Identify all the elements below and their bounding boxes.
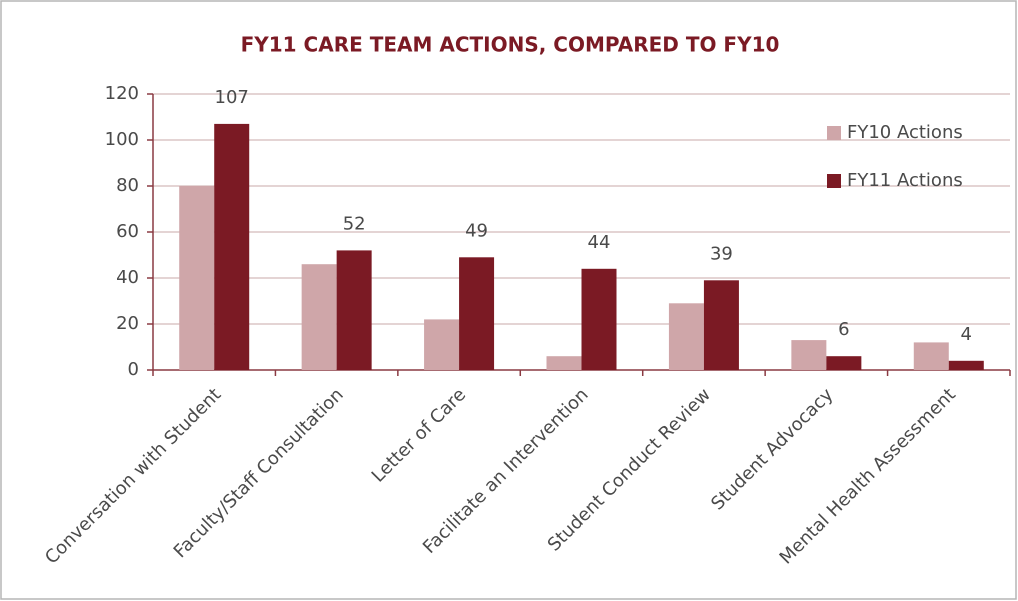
y-tick-label: 80: [116, 175, 139, 196]
chart-title: FY11 CARE TEAM ACTIONS, COMPARED TO FY10: [241, 33, 780, 57]
legend-swatch: [827, 126, 841, 140]
bar: [913, 342, 949, 370]
bar: [581, 268, 617, 370]
bar: [703, 280, 739, 370]
bar: [791, 340, 827, 370]
legend-label: FY10 Actions: [847, 122, 963, 143]
y-tick-label: 100: [105, 129, 139, 150]
bar: [214, 123, 250, 371]
bar: [948, 360, 984, 370]
data-label: 52: [343, 213, 366, 234]
data-label: 39: [710, 243, 733, 264]
bar: [301, 264, 337, 370]
data-label: 6: [838, 319, 849, 340]
y-tick-label: 0: [128, 359, 139, 380]
bar: [179, 186, 215, 370]
bar: [336, 250, 372, 370]
bar: [459, 257, 495, 370]
y-tick-label: 20: [116, 313, 139, 334]
legend-label: FY11 Actions: [847, 170, 963, 191]
data-label: 107: [215, 87, 249, 108]
bar: [826, 356, 862, 370]
data-label: 4: [961, 324, 972, 345]
y-tick-label: 40: [116, 267, 139, 288]
bar: [668, 303, 704, 370]
y-tick-label: 60: [116, 221, 139, 242]
bar: [424, 319, 460, 370]
data-label: 49: [465, 220, 488, 241]
legend-swatch: [827, 174, 841, 188]
bar: [546, 356, 582, 370]
data-label: 44: [588, 232, 611, 253]
y-tick-label: 120: [105, 83, 139, 104]
